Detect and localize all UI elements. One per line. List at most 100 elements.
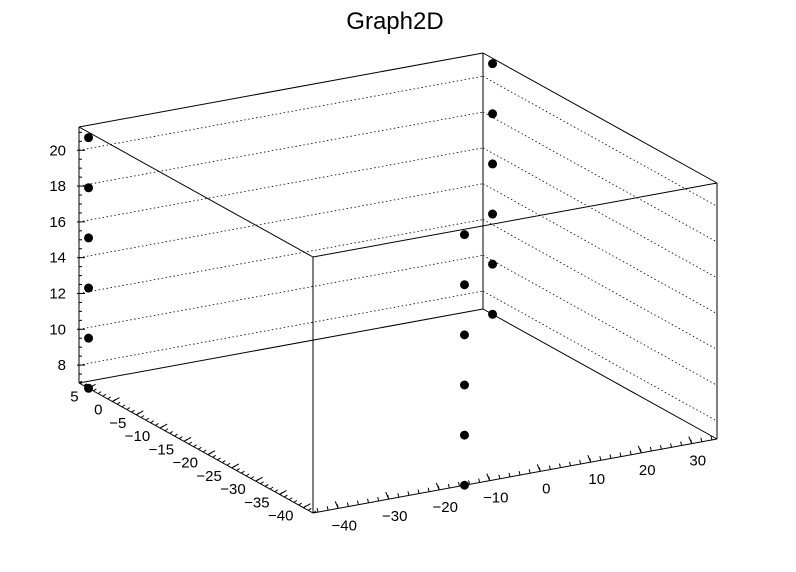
x-minor-tick [316,507,319,513]
x-minor-tick [599,456,602,461]
y-minor-tick [131,409,135,413]
y-tick-label: −15 [149,441,174,458]
x-minor-tick [690,439,693,444]
chart-title: Graph2D [346,8,443,35]
box-edge [78,382,314,514]
y-minor-tick [164,428,169,432]
y-minor-tick [116,401,121,405]
data-point [84,183,94,193]
box-edge [482,52,718,184]
x-minor-tick [407,491,410,496]
x-minor-tick [609,454,612,459]
z-tick-label: 14 [49,250,66,267]
x-minor-tick [579,459,582,465]
y-tick-label: −10 [125,428,150,445]
x-tick-label: 0 [542,480,550,497]
data-point [488,159,498,169]
data-point [488,59,498,69]
data-point [488,309,498,319]
tick-labels: 810121416182050−5−10−15−20−25−30−35−40−4… [49,142,706,534]
x-minor-tick [589,458,592,463]
box-edge [78,52,484,128]
box-edge [78,126,314,258]
data-point [84,133,94,143]
x-minor-tick [670,443,673,448]
data-point [460,280,469,290]
y-minor-tick [245,473,250,477]
x-minor-tick [377,496,380,502]
x-minor-tick [710,435,713,441]
y-tick-label: −40 [268,508,293,525]
x-minor-tick [427,487,430,492]
x-minor-tick [538,467,541,472]
grid-line [482,254,718,386]
y-minor-tick [155,423,159,426]
box-edge [312,182,718,258]
y-minor-tick [231,465,236,469]
x-tick-label: 30 [689,453,706,470]
y-minor-tick [121,404,126,408]
x-minor-tick [447,483,450,489]
y-minor-tick [212,454,216,458]
y-minor-tick [288,497,293,501]
x-minor-tick [558,463,561,468]
grid-layer [78,75,718,422]
x-minor-tick [528,469,531,474]
x-minor-tick [508,472,511,478]
x-minor-tick [680,441,683,446]
grid-line [482,147,718,279]
box-edge [482,308,718,440]
grid-line [78,183,484,259]
grid-line [78,147,484,223]
y-minor-tick [264,484,269,487]
y-minor-tick [112,399,116,402]
y-minor-tick [107,396,111,400]
y-minor-tick [236,468,240,471]
x-minor-tick [548,465,551,470]
x-minor-tick [498,474,501,479]
y-minor-tick [198,446,202,450]
x-minor-tick [367,498,370,503]
grid-line [482,183,718,315]
x-minor-tick [346,502,349,507]
y-minor-tick [207,452,212,456]
x-minor-tick [659,445,662,450]
y-minor-tick [183,438,188,442]
y-minor-tick [241,470,245,474]
x-minor-tick [387,495,390,500]
x-minor-tick [639,448,642,453]
y-minor-tick [140,415,145,418]
y-minor-tick [202,449,207,453]
x-minor-tick [468,480,471,485]
y-minor-tick [102,393,107,397]
data-point [460,230,469,240]
y-tick-label: −20 [172,455,197,472]
x-minor-tick [336,504,339,509]
y-minor-tick [150,420,154,424]
y-minor-tick [136,412,140,416]
y-minor-tick [169,430,174,434]
y-minor-tick [78,380,83,384]
axis-box [78,52,718,514]
x-tick-label: 20 [639,462,656,479]
x-minor-tick [629,450,632,455]
grid-line [78,111,484,187]
y-tick-label: −25 [196,468,221,485]
x-tick-label: −30 [382,508,407,525]
x-minor-tick [649,446,652,452]
x-minor-tick [569,461,572,466]
grid-line [482,290,718,422]
x-minor-tick [457,482,460,487]
y-minor-tick [193,444,197,448]
z-tick-label: 18 [49,178,66,195]
data-point [460,480,469,490]
y-tick-label: 5 [70,388,78,405]
y-minor-tick [93,388,97,392]
y-minor-tick [260,481,264,485]
y-minor-tick [179,436,183,440]
y-minor-tick [293,499,298,503]
y-minor-tick [303,505,307,509]
x-tick-label: −20 [433,499,458,516]
z-tick-label: 16 [49,214,66,231]
